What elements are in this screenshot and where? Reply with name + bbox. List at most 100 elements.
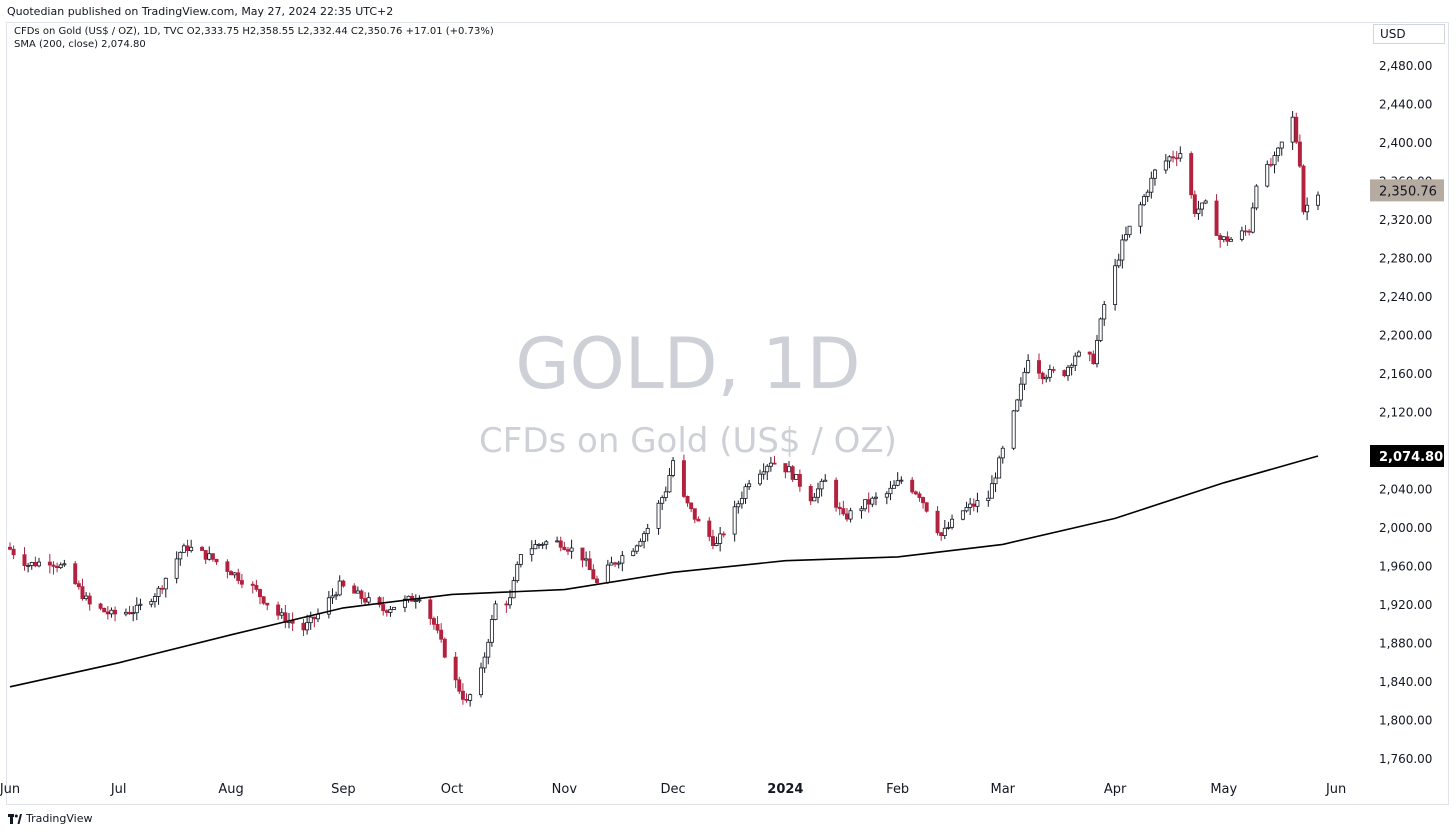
candle-body: [924, 502, 929, 512]
candle-body: [935, 510, 940, 534]
sma-line-group: [9, 455, 1319, 688]
candle-body: [1062, 370, 1067, 377]
candle-body: [189, 546, 194, 551]
y-tick-label: 1,880.00: [1379, 637, 1432, 651]
y-tick-label: 2,200.00: [1379, 329, 1432, 343]
candle-body: [642, 533, 647, 542]
candle-body: [55, 565, 60, 568]
candle-body: [620, 555, 625, 564]
candle-body: [884, 493, 889, 498]
sma-value-badge: [1370, 445, 1444, 468]
candle-body: [51, 564, 56, 567]
candle-body: [667, 475, 672, 493]
candle-body: [913, 491, 918, 495]
candle-body: [1229, 238, 1234, 242]
candle-body: [975, 500, 980, 507]
candle-body: [37, 561, 41, 567]
candle-body: [1189, 153, 1194, 196]
price-axis[interactable]: 2,480.002,440.002,400.002,360.002,320.00…: [1379, 59, 1432, 766]
candle-body: [355, 590, 360, 594]
candle-body: [207, 553, 212, 560]
candle-body: [580, 547, 585, 561]
candle-body: [388, 609, 393, 613]
candle-body: [663, 491, 668, 498]
candle-body: [873, 496, 878, 499]
candle-body: [747, 483, 752, 488]
candle-body: [960, 510, 965, 520]
candle-body: [968, 503, 973, 508]
candle-body: [816, 488, 820, 498]
candle-body: [109, 609, 114, 615]
candle-body: [993, 477, 998, 485]
candle-body: [486, 641, 491, 658]
candle-body: [1066, 366, 1070, 377]
candle-body: [758, 473, 762, 485]
candle-body: [73, 563, 78, 585]
candle-body: [482, 656, 487, 669]
currency-selector[interactable]: USD: [1373, 24, 1445, 44]
candle-body: [431, 618, 436, 625]
candle-body: [787, 466, 791, 473]
candle-body: [178, 551, 183, 560]
candle-body: [214, 558, 219, 563]
candle-body: [859, 508, 864, 512]
candle-body: [276, 604, 281, 616]
candle-body: [1145, 191, 1150, 197]
candle-body: [529, 548, 534, 555]
candle-body: [1163, 160, 1168, 171]
candle-body: [783, 463, 788, 473]
candle-body: [656, 502, 661, 529]
candle-body: [203, 550, 208, 560]
candle-body: [558, 540, 563, 548]
candle-body: [1022, 371, 1027, 385]
candle-body: [1171, 156, 1176, 159]
candle-body: [808, 485, 813, 502]
sma-legend[interactable]: SMA (200, close) 2,074.80: [14, 39, 146, 50]
candle-body: [290, 620, 295, 624]
candle-body: [493, 603, 498, 620]
candle-body: [250, 583, 255, 586]
candle-body: [540, 543, 545, 546]
candle-body: [163, 577, 168, 590]
time-axis[interactable]: Jun Jul Aug Sep Oct Nov Dec 2024 Feb Mar Apr May Jun: [0, 782, 1346, 797]
candle-body: [312, 616, 317, 620]
candle-body: [11, 548, 16, 556]
candle-body: [479, 667, 483, 696]
candle-body: [413, 600, 418, 602]
candle-body: [834, 479, 839, 508]
candle-body: [1294, 116, 1299, 143]
candle-body: [566, 549, 570, 552]
candle-body: [334, 594, 339, 597]
candle-body: [645, 527, 650, 535]
candle-body: [1279, 141, 1284, 149]
symbol-legend[interactable]: CFDs on Gold (US$ / OZ), 1D, TVC O2,333.…: [14, 26, 494, 37]
candle-body: [1011, 410, 1016, 449]
candle-body: [721, 533, 726, 536]
candle-body: [1247, 230, 1252, 233]
candle-body: [533, 544, 538, 550]
y-tick-label: 1,960.00: [1379, 560, 1432, 574]
footer: TradingView: [8, 812, 92, 825]
x-tick-label: Apr: [1104, 782, 1127, 797]
candle-body: [453, 656, 458, 681]
sma-value-label: 2,074.80: [1379, 450, 1443, 465]
chart-frame: [6, 22, 1449, 805]
candle-body: [1221, 236, 1226, 240]
candle-body: [942, 527, 947, 537]
candle-body: [515, 563, 520, 582]
candle-body: [33, 562, 38, 567]
candle-body: [58, 564, 63, 568]
candle-body: [841, 508, 846, 515]
candle-body: [113, 609, 118, 615]
candle-body: [229, 571, 233, 576]
candle-body: [417, 599, 422, 602]
candle-body: [1178, 153, 1183, 159]
candle-body: [1076, 351, 1081, 357]
candle-body: [616, 562, 621, 565]
candle-body: [1243, 230, 1248, 233]
candle-body: [537, 544, 541, 546]
candle-body: [892, 484, 897, 489]
candle-body: [591, 569, 596, 580]
candle-body: [149, 601, 154, 605]
